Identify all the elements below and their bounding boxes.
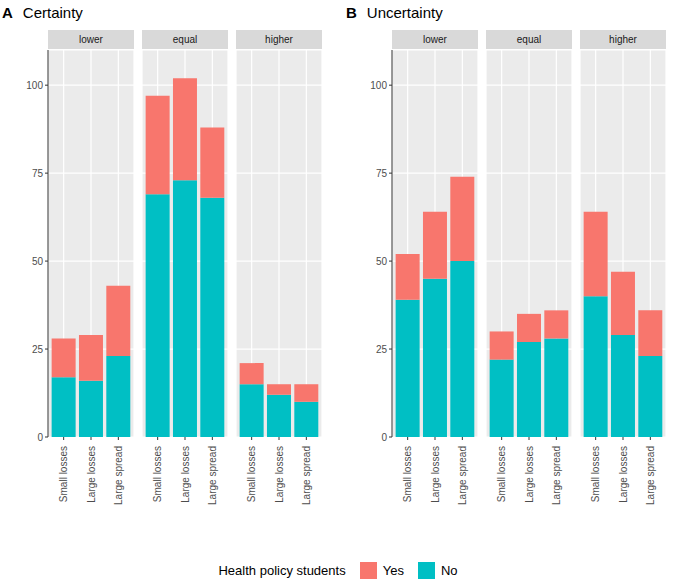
svg-text:50: 50	[376, 256, 388, 267]
svg-text:Large losses: Large losses	[274, 446, 285, 503]
html-text:higher: higher	[265, 34, 293, 45]
svg-text:Large spread: Large spread	[113, 446, 124, 505]
svg-text:0: 0	[37, 432, 43, 443]
svg-text:Large losses: Large losses	[180, 446, 191, 503]
html-text:Yes: Yes	[382, 563, 404, 578]
html-text:No: No	[440, 563, 458, 578]
svg-text:Small losses: Small losses	[246, 446, 257, 502]
svg-text:Large losses: Large losses	[618, 446, 629, 503]
svg-text:Small losses: Small losses	[152, 446, 163, 502]
svg-text:100: 100	[370, 80, 387, 91]
html-text:higher: higher	[609, 34, 637, 45]
html-text:B: B	[346, 4, 357, 21]
svg-text:Small losses: Small losses	[58, 446, 69, 502]
html-text:lower: lower	[79, 34, 103, 45]
svg-text:25: 25	[376, 344, 388, 355]
html-text:A: A	[2, 4, 13, 21]
svg-text:0: 0	[381, 432, 387, 443]
svg-text:75: 75	[376, 168, 388, 179]
html-text:lower: lower	[423, 34, 447, 45]
svg-text:Large spread: Large spread	[551, 446, 562, 505]
svg-text:Large losses: Large losses	[524, 446, 535, 503]
svg-text:25: 25	[32, 344, 44, 355]
svg-text:Large spread: Large spread	[301, 446, 312, 505]
svg-text:100: 100	[26, 80, 43, 91]
svg-text:Small losses: Small losses	[402, 446, 413, 502]
html-text:Health policy students: Health policy students	[218, 563, 346, 578]
html-text:equal: equal	[172, 34, 198, 45]
svg-text:Large spread: Large spread	[207, 446, 218, 505]
svg-text:75: 75	[32, 168, 44, 179]
svg-text:Large losses: Large losses	[86, 446, 97, 503]
svg-text:50: 50	[32, 256, 44, 267]
html-text:Certainty: Certainty	[22, 4, 83, 21]
svg-text:Small losses: Small losses	[496, 446, 507, 502]
html-text:Uncertainty: Uncertainty	[366, 4, 443, 21]
svg-text:Small losses: Small losses	[590, 446, 601, 502]
html-text:equal: equal	[516, 34, 542, 45]
svg-text:Large spread: Large spread	[645, 446, 656, 505]
svg-text:Large spread: Large spread	[457, 446, 468, 505]
svg-text:Large losses: Large losses	[430, 446, 441, 503]
